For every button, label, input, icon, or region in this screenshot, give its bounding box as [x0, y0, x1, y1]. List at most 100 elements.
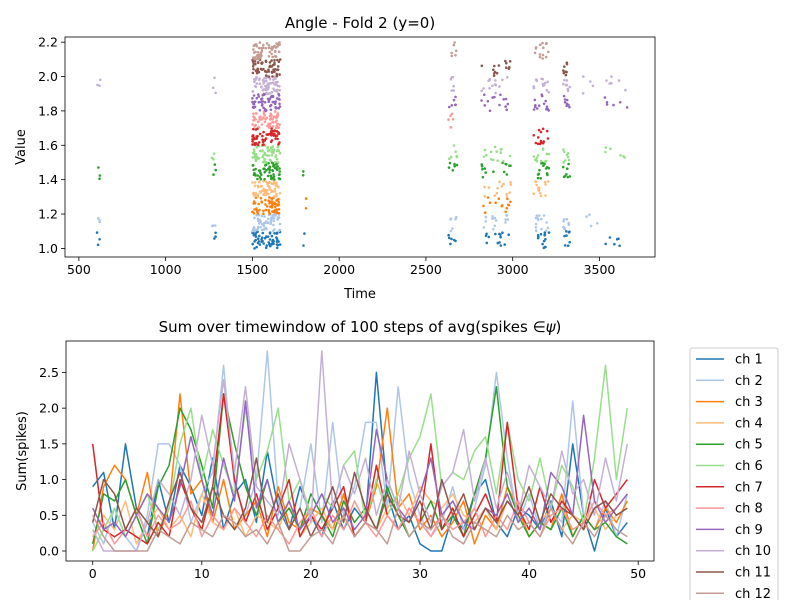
scatter-point [537, 104, 541, 107]
scatter-point [565, 70, 568, 74]
line-chart-title-suffix: ) [556, 318, 562, 336]
scatter-point [252, 200, 256, 203]
scatter-point [304, 207, 308, 210]
scatter-point [275, 184, 279, 188]
scatter-point [539, 232, 543, 236]
scatter-point [273, 209, 277, 213]
scatter-point [271, 125, 275, 128]
scatter-point [278, 228, 282, 232]
scatter-point [212, 173, 215, 176]
scatter-point [273, 110, 277, 113]
scatter-point [258, 175, 262, 179]
scatter-point [501, 231, 504, 234]
scatter-point [544, 229, 548, 233]
scatter-point [567, 231, 571, 234]
scatter-point [536, 107, 539, 110]
scatter-point [269, 103, 273, 107]
legend-label: ch 3 [735, 395, 763, 410]
scatter-point [581, 92, 585, 95]
scatter-point [263, 139, 267, 142]
scatter-point [563, 65, 566, 68]
scatter-point [453, 164, 457, 168]
scatter-point [605, 101, 609, 104]
scatter-point [484, 171, 488, 174]
scatter-point [264, 84, 267, 88]
scatter-point [265, 227, 268, 231]
scatter-point [532, 85, 536, 88]
scatter-point [261, 134, 264, 138]
scatter-point [547, 90, 550, 94]
scatter-point [302, 170, 305, 173]
scatter-point [269, 108, 273, 112]
scatter-point [509, 200, 512, 204]
scatter-point [489, 150, 493, 154]
scatter-point [270, 190, 274, 193]
scatter-point [264, 198, 267, 202]
scatter-point [504, 59, 507, 63]
scatter-point [271, 81, 275, 84]
scatter-point [539, 159, 543, 163]
scatter-point [251, 140, 254, 143]
scatter-point [263, 158, 266, 162]
scatter-point [252, 101, 255, 104]
scatter-point [539, 130, 543, 134]
scatter-point [448, 105, 451, 109]
scatter-point [449, 114, 452, 118]
scatter-point [449, 77, 453, 81]
scatter-point [508, 164, 511, 167]
scatter-point [544, 167, 548, 170]
scatter-point [98, 84, 101, 87]
scatter-point [546, 137, 550, 140]
scatter-x-tick-label: 500 [67, 262, 91, 277]
scatter-point [507, 203, 511, 207]
scatter-point [454, 239, 457, 243]
scatter-point [272, 173, 275, 176]
scatter-point [96, 243, 100, 247]
scatter-point [254, 84, 257, 88]
scatter-point [450, 112, 454, 116]
scatter-point [270, 153, 274, 157]
scatter-point [452, 43, 456, 47]
line-y-tick-label: 0.5 [39, 508, 59, 523]
scatter-point [253, 181, 257, 184]
scatter-point [451, 169, 455, 172]
scatter-point [273, 68, 277, 71]
line-y-tick-label: 2.5 [39, 365, 59, 380]
scatter-point [278, 222, 282, 226]
scatter-point [561, 82, 565, 86]
scatter-point [278, 243, 282, 246]
scatter-point [565, 234, 568, 237]
scatter-point [258, 190, 262, 193]
scatter-point [278, 192, 282, 195]
scatter-point [506, 197, 509, 201]
legend-label: ch 12 [735, 587, 771, 600]
scatter-point [502, 182, 505, 186]
scatter-point [278, 151, 282, 155]
scatter-point [271, 118, 274, 121]
scatter-point [275, 74, 279, 78]
scatter-point [492, 74, 496, 78]
scatter-point [212, 152, 216, 155]
scatter-point [504, 210, 508, 214]
scatter-y-tick-label: 2.2 [38, 35, 58, 50]
scatter-point [253, 247, 256, 250]
scatter-point [276, 112, 280, 115]
scatter-point [251, 229, 254, 233]
scatter-point [619, 154, 622, 157]
scatter-point [253, 78, 257, 82]
scatter-point [266, 205, 269, 208]
scatter-point [256, 51, 260, 54]
scatter-point [504, 105, 507, 108]
scatter-point [258, 116, 261, 119]
scatter-point [261, 138, 264, 141]
scatter-point [542, 214, 546, 217]
scatter-point [563, 234, 566, 238]
scatter-point [258, 82, 262, 85]
scatter-point [263, 120, 267, 124]
scatter-point [254, 69, 258, 73]
scatter-point [504, 97, 508, 101]
scatter-point [273, 195, 276, 198]
scatter-point [258, 132, 262, 136]
scatter-point [254, 112, 258, 115]
scatter-point [262, 187, 265, 191]
